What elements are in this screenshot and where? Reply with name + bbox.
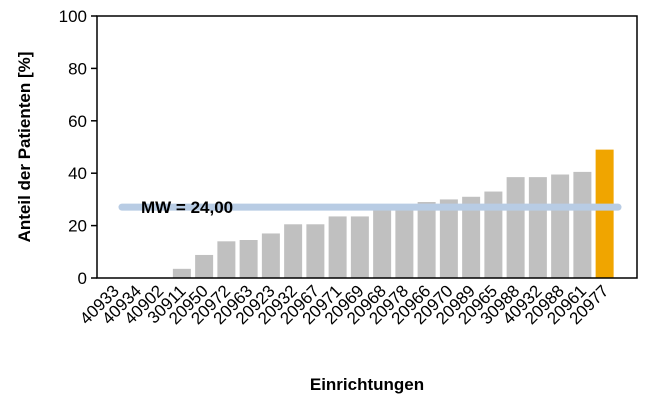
bar — [284, 224, 303, 278]
bar — [306, 224, 325, 278]
bar-highlight — [595, 149, 614, 278]
bar — [239, 240, 258, 278]
y-tick-label: 100 — [59, 7, 87, 26]
bar — [528, 177, 547, 278]
y-tick-label: 60 — [68, 112, 87, 131]
bar — [484, 191, 503, 278]
bars-group — [172, 149, 614, 278]
bar — [439, 199, 458, 278]
bar — [462, 196, 481, 278]
y-tick-label: 80 — [68, 59, 87, 78]
bar — [573, 171, 592, 278]
bar — [172, 268, 191, 278]
bar — [195, 254, 214, 278]
bar — [506, 177, 525, 278]
y-axis-title: Anteil der Patienten [%] — [15, 52, 34, 243]
bar — [261, 233, 280, 278]
mean-label: MW = 24,00 — [141, 198, 233, 217]
bar — [417, 202, 436, 278]
bar — [551, 174, 570, 278]
y-axis: 0 20 40 60 80 100 — [59, 7, 97, 288]
bar — [350, 216, 369, 278]
plot-frame — [96, 15, 638, 279]
y-tick-label: 40 — [68, 164, 87, 183]
x-axis-title: Einrichtungen — [310, 375, 424, 394]
x-axis: 4093340934409023091120950209722096320923… — [76, 281, 612, 328]
bar — [373, 209, 392, 278]
y-tick-label: 0 — [78, 269, 87, 288]
bar — [328, 216, 347, 278]
y-tick-label: 20 — [68, 217, 87, 236]
bar — [217, 241, 236, 278]
bar — [395, 204, 414, 278]
